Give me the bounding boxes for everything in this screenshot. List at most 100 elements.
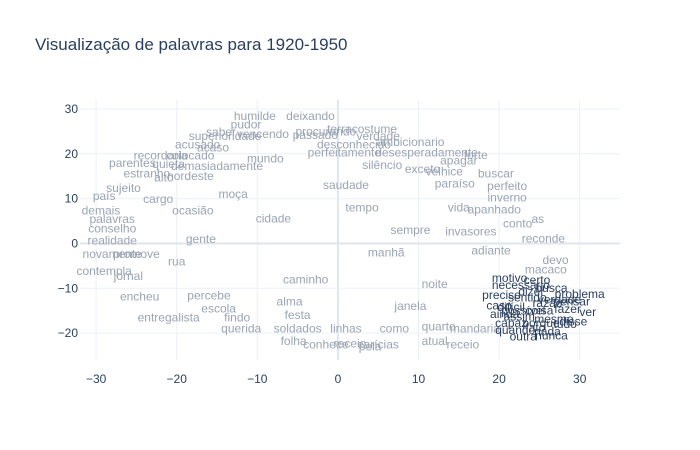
word-label: invasores <box>445 224 496 238</box>
word-label: sujeito <box>106 181 141 195</box>
word-label: pudor <box>231 118 262 132</box>
x-tick-label: 0 <box>335 372 342 386</box>
word-label: vencendo <box>237 127 289 141</box>
y-tick-label: 0 <box>71 236 78 250</box>
highlight-word-label: nunca <box>535 328 568 342</box>
word-label: vida <box>448 201 470 215</box>
word-label: receio <box>446 337 479 351</box>
x-tick-label: 30 <box>573 372 587 386</box>
word-label: buscar <box>478 167 514 181</box>
word-label: inverno <box>487 191 527 205</box>
highlight-word-label: problema <box>555 287 605 301</box>
word-label: desesperadamente <box>375 145 478 159</box>
word-label: moça <box>218 187 248 201</box>
word-label: quieta <box>152 157 185 171</box>
word-label: janela <box>393 299 426 313</box>
highlight-word-label: capaz <box>495 316 527 330</box>
x-tick-label: −20 <box>167 372 188 386</box>
highlight-word-label: fazer <box>554 302 581 316</box>
grid-lines <box>80 100 620 360</box>
word-label: acusado <box>175 137 221 151</box>
word-label: jornal <box>113 269 143 283</box>
highlight-word-label: fato <box>525 320 545 334</box>
word-label: as <box>531 212 544 226</box>
word-label: quarto <box>422 319 456 333</box>
word-label: deixando <box>286 109 335 123</box>
highlight-word-label: motivo <box>492 271 528 285</box>
highlight-word-label: quando <box>495 323 535 337</box>
word-label: cargo <box>143 192 173 206</box>
word-label: linhas <box>330 322 361 336</box>
word-label: estranho <box>124 167 171 181</box>
word-label: reconde <box>522 232 566 246</box>
word-label: saber <box>206 125 236 139</box>
word-label: demasiadamente <box>171 159 263 173</box>
word-label: terracostume <box>327 122 397 136</box>
word-label: noite <box>422 277 448 291</box>
word-label: receio <box>334 336 367 350</box>
word-label: carícias <box>358 337 399 351</box>
word-label: ocasião <box>172 204 214 218</box>
highlight-word-label: disse <box>559 314 587 328</box>
word-label: apagar <box>440 154 477 168</box>
highlight-word-label: certo <box>524 273 551 287</box>
word-label: devo <box>543 253 569 267</box>
word-label: velhice <box>426 165 464 179</box>
highlight-word-label: outra <box>510 330 538 344</box>
word-label: colocado <box>166 149 214 163</box>
word-label: conselho <box>88 222 136 236</box>
word-label: país <box>93 189 116 203</box>
highlight-word-label: porque <box>522 316 560 330</box>
word-label: querida <box>221 322 261 336</box>
word-label: rua <box>168 254 186 268</box>
word-label: cidade <box>256 211 292 225</box>
word-label: conhece <box>303 337 349 351</box>
word-label: paraíso <box>435 176 475 190</box>
word-label: novamente <box>83 247 143 261</box>
word-label: findo <box>224 310 250 324</box>
word-label: saudade <box>323 178 369 192</box>
word-label: soldados <box>274 322 322 336</box>
x-tick-label: −10 <box>247 372 268 386</box>
word-label: contempla <box>76 264 132 278</box>
highlight-word-label: mesmo <box>534 312 574 326</box>
highlight-word-label: possível <box>501 304 545 318</box>
highlight-word-label: pensar <box>553 295 590 309</box>
y-tick-label: 10 <box>65 192 79 206</box>
word-label: adiante <box>471 244 511 258</box>
x-tick-label: −30 <box>86 372 107 386</box>
highlight-word-label: nada <box>534 324 561 338</box>
highlight-word-label: tudo <box>554 317 578 331</box>
word-label: percebe <box>187 288 231 302</box>
word-label: manhã <box>368 245 405 259</box>
word-label: palavras <box>90 212 135 226</box>
word-label: demais <box>82 204 121 218</box>
y-tick-label: −10 <box>58 281 79 295</box>
highlight-word-label: assim <box>504 310 535 324</box>
word-label: verdade <box>357 129 401 143</box>
word-label: mundo <box>247 151 284 165</box>
word-label: exceto <box>405 162 441 176</box>
word-label: recordaria <box>134 149 188 163</box>
chart-title: Visualização de palavras para 1920-1950 <box>35 35 348 54</box>
word-label: acaso <box>197 141 229 155</box>
highlight-word-label: verdade <box>538 292 582 306</box>
highlight-word-label: necessário <box>492 278 550 292</box>
axis-tick-labels: −30 −20 −10 0 10 20 30 −20 −10 0 10 20 30 <box>58 102 587 386</box>
x-tick-label: 20 <box>492 372 506 386</box>
highlight-word-label: difícil <box>498 300 525 314</box>
word-label: pela <box>359 340 382 354</box>
highlight-word-label: dizer <box>518 284 544 298</box>
word-label: superioridade <box>189 129 262 143</box>
word-label: encheu <box>120 289 159 303</box>
word-label: como <box>380 322 410 336</box>
word-label: realidade <box>88 233 138 247</box>
highlight-word-label: coisa <box>525 304 553 318</box>
word-label: perfeitamente <box>308 145 382 159</box>
word-label: folha <box>281 334 307 348</box>
highlight-word-label: preciso <box>482 288 521 302</box>
word-label: sempre <box>390 223 430 237</box>
